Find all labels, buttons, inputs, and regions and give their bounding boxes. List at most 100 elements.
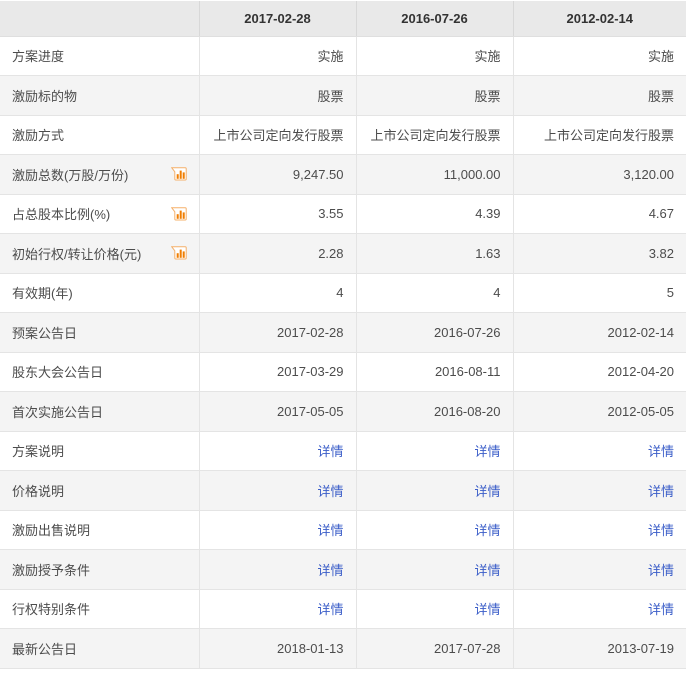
row-label: 激励授予条件 <box>12 562 91 578</box>
cell-value: 上市公司定向发行股票 <box>370 128 501 144</box>
row-label: 初始行权/转让价格(元) <box>12 246 142 262</box>
value-cell: 详情 <box>198 470 356 511</box>
detail-link[interactable]: 详情 <box>474 562 501 578</box>
cell-value: 2017-07-28 <box>434 640 501 656</box>
row-label-cell: 有效期(年) <box>0 273 199 313</box>
value-cell: 实施 <box>355 36 513 76</box>
detail-link[interactable]: 详情 <box>317 562 344 578</box>
table-row: 激励出售说明 详情 详情 详情 <box>0 510 686 550</box>
row-label-cell: 预案公告日 <box>0 312 199 353</box>
value-cell: 股票 <box>512 75 686 116</box>
row-label: 占总股本比例(%) <box>12 207 111 223</box>
table-row: 激励标的物 股票 股票 股票 <box>0 75 686 116</box>
value-cell: 详情 <box>512 510 686 550</box>
table-row: 价格说明 详情 详情 详情 <box>0 470 686 511</box>
value-cell: 2016-08-11 <box>355 352 513 392</box>
detail-link[interactable]: 详情 <box>317 444 344 460</box>
incentive-compare-table: 2017-02-28 2016-07-26 2012-02-14 方案进度 实施 实… <box>0 1 686 669</box>
value-cell: 详情 <box>512 549 686 590</box>
row-label: 价格说明 <box>12 483 65 499</box>
row-label: 最新公告日 <box>12 641 78 657</box>
table-row: 占总股本比例(%) 3.55 4.39 4.67 <box>0 194 686 234</box>
detail-link[interactable]: 详情 <box>647 483 674 499</box>
detail-link[interactable]: 详情 <box>647 602 674 618</box>
value-cell: 2012-02-14 <box>512 312 686 353</box>
row-label: 行权特别条件 <box>12 602 91 618</box>
cell-value: 2016-08-11 <box>434 364 501 380</box>
row-label: 激励方式 <box>12 128 65 144</box>
cell-value: 股票 <box>317 88 344 104</box>
value-cell: 股票 <box>198 75 356 116</box>
detail-link[interactable]: 详情 <box>317 523 344 539</box>
cell-value: 3.55 <box>318 206 344 222</box>
row-label-cell: 首次实施公告日 <box>0 391 199 432</box>
row-label: 首次实施公告日 <box>12 404 104 420</box>
value-cell: 2018-01-13 <box>198 628 356 669</box>
value-cell: 3.55 <box>198 194 356 234</box>
header-date-2: 2016-07-26 <box>355 1 513 37</box>
row-label: 方案说明 <box>12 444 65 460</box>
cell-value: 上市公司定向发行股票 <box>213 128 344 144</box>
cell-value: 2017-02-28 <box>277 324 344 340</box>
row-label-cell: 激励标的物 <box>0 75 199 116</box>
table-row: 有效期(年) 4 4 5 <box>0 273 686 313</box>
row-label-cell: 最新公告日 <box>0 628 199 669</box>
value-cell: 2016-08-20 <box>355 391 513 432</box>
cell-value: 2016-07-26 <box>434 324 501 340</box>
detail-link[interactable]: 详情 <box>647 444 674 460</box>
row-label: 激励标的物 <box>12 88 78 104</box>
row-label: 方案进度 <box>12 49 65 65</box>
value-cell: 4 <box>355 273 513 313</box>
value-cell: 实施 <box>512 36 686 76</box>
table-row: 行权特别条件 详情 详情 详情 <box>0 589 686 629</box>
value-cell: 4 <box>198 273 356 313</box>
row-label-cell: 占总股本比例(%) <box>0 194 199 234</box>
detail-link[interactable]: 详情 <box>474 523 501 539</box>
detail-link[interactable]: 详情 <box>474 483 501 499</box>
cell-value: 5 <box>666 285 674 301</box>
cell-value: 上市公司定向发行股票 <box>543 128 674 144</box>
table-row: 激励总数(万股/万份) 9,247.50 11,000.00 3,120.00 <box>0 154 686 195</box>
detail-link[interactable]: 详情 <box>474 602 501 618</box>
value-cell: 实施 <box>198 36 356 76</box>
row-label-cell: 方案说明 <box>0 431 199 471</box>
cell-value: 4.39 <box>475 206 501 222</box>
cell-value: 实施 <box>647 49 674 65</box>
table-row: 方案说明 详情 详情 详情 <box>0 431 686 471</box>
value-cell: 上市公司定向发行股票 <box>198 115 356 155</box>
value-cell: 详情 <box>512 431 686 471</box>
value-cell: 详情 <box>355 549 513 590</box>
cell-value: 2012-02-14 <box>607 324 675 340</box>
value-cell: 2017-05-05 <box>198 391 356 432</box>
value-cell: 3.82 <box>512 233 686 274</box>
detail-link[interactable]: 详情 <box>317 602 344 618</box>
header-row: 2017-02-28 2016-07-26 2012-02-14 <box>0 1 686 37</box>
table-row: 股东大会公告日 2017-03-29 2016-08-11 2012-04-20 <box>0 352 686 392</box>
value-cell: 11,000.00 <box>355 154 513 195</box>
bar-chart-icon[interactable] <box>170 207 187 221</box>
cell-value: 2016-08-20 <box>434 403 501 419</box>
table-row: 初始行权/转让价格(元) 2.28 1.63 3.82 <box>0 233 686 274</box>
bar-chart-icon[interactable] <box>170 167 187 181</box>
cell-value: 4.67 <box>648 206 674 222</box>
bar-chart-icon[interactable] <box>170 246 187 260</box>
row-label-cell: 激励方式 <box>0 115 199 155</box>
table-row: 首次实施公告日 2017-05-05 2016-08-20 2012-05-05 <box>0 391 686 432</box>
cell-value: 2013-07-19 <box>607 640 675 656</box>
detail-link[interactable]: 详情 <box>647 562 674 578</box>
value-cell: 2016-07-26 <box>355 312 513 353</box>
detail-link[interactable]: 详情 <box>474 444 501 460</box>
cell-value: 2017-03-29 <box>277 364 344 380</box>
value-cell: 详情 <box>355 431 513 471</box>
value-cell: 4.39 <box>355 194 513 234</box>
detail-link[interactable]: 详情 <box>317 483 344 499</box>
table-row: 预案公告日 2017-02-28 2016-07-26 2012-02-14 <box>0 312 686 353</box>
cell-value: 4 <box>493 285 501 301</box>
value-cell: 9,247.50 <box>198 154 356 195</box>
value-cell: 上市公司定向发行股票 <box>355 115 513 155</box>
value-cell: 上市公司定向发行股票 <box>512 115 686 155</box>
header-date-1: 2017-02-28 <box>198 1 356 37</box>
cell-value: 实施 <box>317 49 344 65</box>
value-cell: 详情 <box>198 510 356 550</box>
detail-link[interactable]: 详情 <box>647 523 674 539</box>
